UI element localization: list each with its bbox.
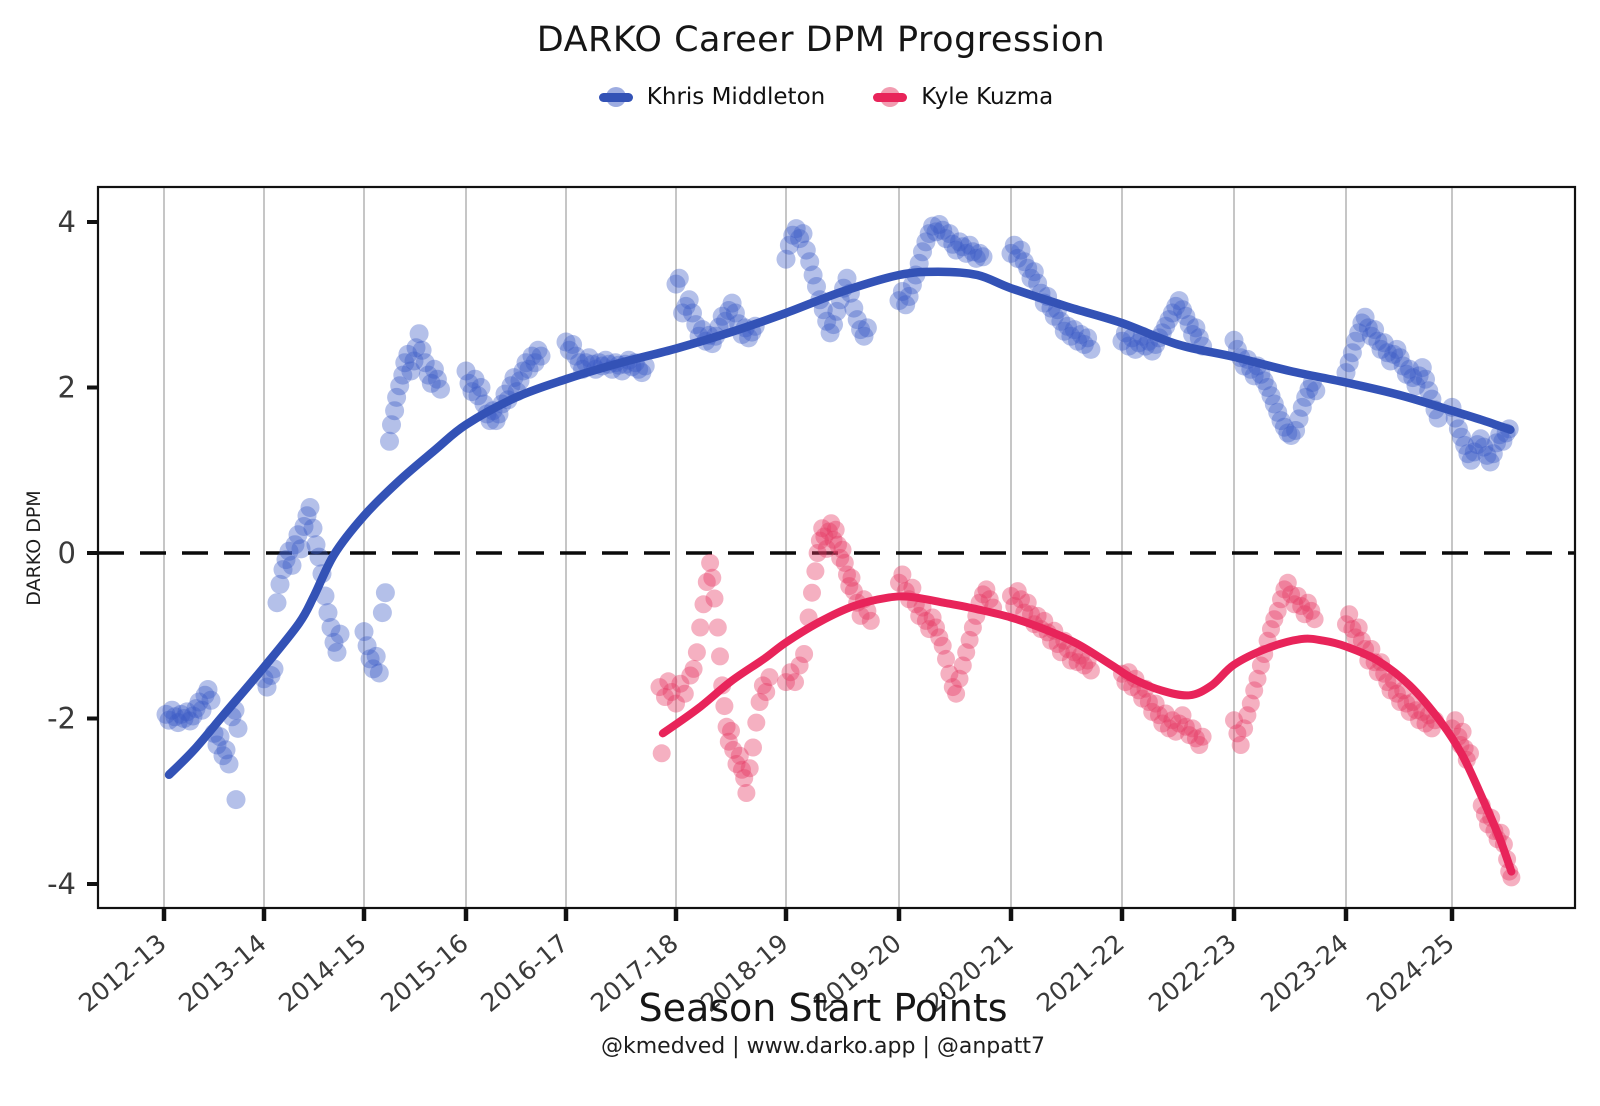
plot-border [96, 185, 1577, 910]
trend-line-kuzma [658, 592, 1516, 876]
svg-text:-4: -4 [47, 867, 76, 901]
trend-line-middleton [164, 267, 1515, 780]
kuzma-line-point-icon [873, 86, 908, 108]
svg-text:-2: -2 [47, 702, 76, 736]
chart-title: DARKO Career DPM Progression [536, 20, 1106, 60]
legend-item-kuzma: Kyle Kuzma [873, 84, 1053, 110]
y-axis-ticks: 4 2 0 -2 -4 [47, 205, 98, 901]
svg-text:0: 0 [58, 536, 76, 570]
scatter-middleton [156, 215, 1519, 810]
legend-item-middleton: Khris Middleton [598, 84, 826, 110]
legend-label-kuzma: Kyle Kuzma [921, 84, 1054, 110]
middleton-line-point-icon [598, 86, 633, 108]
y-axis-title: DARKO DPM [23, 490, 45, 606]
credit-line: @kmedved | www.darko.app | @anpatt7 [601, 1034, 1045, 1059]
scatter-kuzma [650, 514, 1521, 887]
x-axis-title: Season Start Points [638, 986, 1008, 1030]
gridlines [163, 187, 1453, 908]
svg-text:4: 4 [58, 205, 76, 239]
legend-label-middleton: Khris Middleton [646, 84, 826, 110]
svg-text:2: 2 [58, 371, 76, 405]
legend: Khris Middleton Kyle Kuzma [0, 84, 1600, 110]
